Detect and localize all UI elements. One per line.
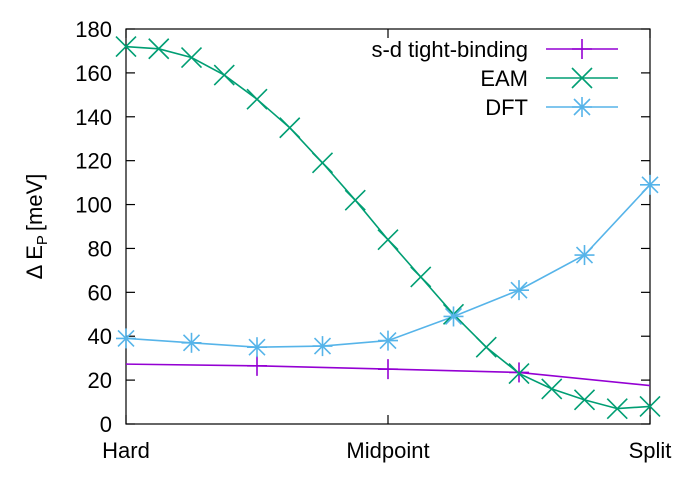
y-tick-label: 160 — [75, 61, 112, 86]
marker-stroke — [508, 362, 530, 385]
y-axis-title-main: Δ E — [22, 245, 47, 279]
x-tick-label: Hard — [102, 438, 150, 463]
marker-stroke — [377, 229, 399, 251]
data-point-1 — [311, 152, 334, 174]
marker-stroke — [344, 189, 366, 211]
legend-label: EAM — [480, 66, 528, 91]
marker-stroke — [541, 378, 563, 400]
series-markers — [115, 35, 661, 420]
data-point-1 — [541, 378, 563, 400]
data-point-2 — [640, 174, 660, 195]
marker-stroke — [248, 338, 266, 356]
y-axis-title-subscript: P — [34, 235, 51, 245]
data-point-1 — [213, 64, 235, 86]
marker-stroke — [180, 46, 203, 69]
marker-stroke — [410, 266, 432, 288]
y-tick-label: 20 — [88, 368, 112, 393]
y-tick-label: 180 — [75, 17, 112, 42]
marker-stroke — [573, 98, 591, 116]
y-tick-label: 0 — [100, 412, 112, 437]
data-point-1 — [246, 88, 268, 110]
x-tick-label: Split — [629, 438, 672, 463]
data-point-1 — [279, 117, 301, 139]
y-tick-label: 60 — [88, 280, 112, 305]
x-tick-label: Midpoint — [346, 438, 429, 463]
marker-stroke — [573, 389, 596, 411]
marker-stroke — [148, 38, 170, 60]
marker-stroke — [571, 67, 593, 89]
data-point-2 — [509, 280, 529, 301]
data-point-0 — [378, 359, 398, 380]
x-axis-ticks: Hard Midpoint Split — [102, 29, 671, 463]
legend: s-d tight-binding EAM DFT — [371, 37, 618, 120]
legend-swatch-marker — [572, 39, 592, 59]
marker-stroke — [117, 329, 135, 347]
legend-swatch-marker — [572, 97, 592, 117]
data-point-2 — [116, 328, 136, 349]
data-point-2 — [574, 245, 595, 266]
marker-stroke — [182, 334, 201, 352]
y-axis-ticks: 0 20 40 60 80 100 120 140 160 180 — [75, 17, 650, 437]
marker-stroke — [279, 117, 301, 139]
marker-stroke — [444, 307, 463, 326]
data-point-1 — [377, 229, 399, 251]
data-point-1 — [180, 46, 203, 69]
data-point-1 — [115, 35, 137, 58]
marker-stroke — [246, 88, 268, 110]
legend-swatch-marker — [571, 67, 593, 89]
marker-stroke — [510, 281, 528, 299]
data-point-1 — [508, 362, 530, 385]
marker-stroke — [575, 246, 594, 264]
series-line-2 — [125, 184, 651, 349]
y-tick-label: 140 — [75, 105, 112, 130]
y-axis-title: Δ EP [meV] — [22, 174, 51, 280]
data-point-0 — [247, 355, 267, 376]
series-line-1 — [125, 45, 651, 410]
data-point-2 — [181, 332, 202, 353]
legend-label: s-d tight-binding — [371, 37, 528, 62]
y-tick-label: 100 — [75, 193, 112, 218]
data-point-2 — [247, 337, 267, 358]
y-tick-label: 40 — [88, 324, 112, 349]
data-point-1 — [475, 336, 497, 358]
marker-stroke — [115, 35, 137, 58]
y-tick-label: 80 — [88, 236, 112, 261]
data-point-1 — [573, 389, 596, 411]
data-point-1 — [410, 266, 432, 288]
marker-stroke — [606, 398, 628, 420]
marker-stroke — [311, 152, 334, 174]
data-point-2 — [312, 336, 333, 357]
data-point-2 — [443, 306, 464, 327]
marker-stroke — [213, 64, 235, 86]
data-point-1 — [606, 398, 628, 420]
data-point-1 — [148, 38, 170, 60]
data-point-1 — [344, 189, 366, 211]
series-lines — [125, 45, 651, 410]
y-tick-label: 120 — [75, 149, 112, 174]
legend-label: DFT — [485, 95, 528, 120]
marker-stroke — [641, 176, 659, 194]
marker-stroke — [639, 395, 661, 418]
marker-stroke — [313, 337, 332, 355]
data-point-2 — [378, 330, 398, 351]
marker-stroke — [475, 336, 497, 358]
marker-stroke — [379, 332, 397, 350]
y-axis-title-unit: [meV] — [22, 174, 47, 231]
data-point-1 — [639, 395, 661, 418]
